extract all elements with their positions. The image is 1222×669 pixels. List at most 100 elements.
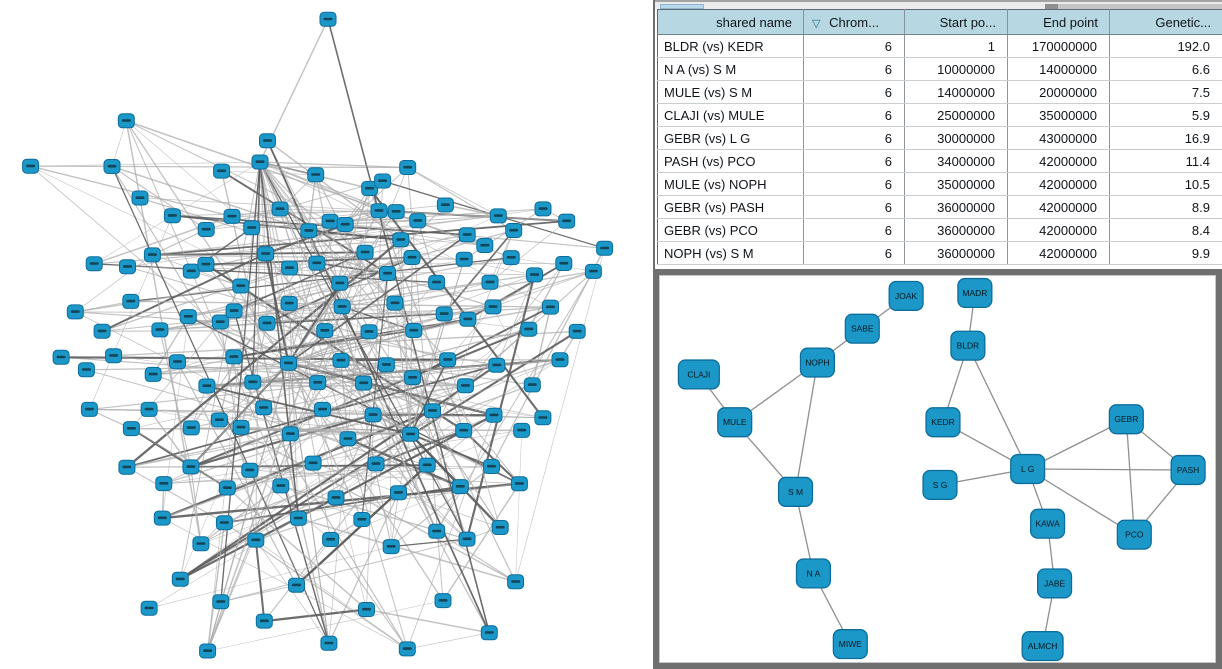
node-claji[interactable]: CLAJI <box>677 359 720 390</box>
scrollbar-track[interactable] <box>1058 4 1222 9</box>
node-sm[interactable]: S M <box>777 476 814 507</box>
column-header-start-position[interactable]: Start po... <box>904 9 1008 35</box>
edge <box>288 359 342 364</box>
node-bldr[interactable]: BLDR <box>950 330 986 361</box>
node-almch[interactable]: ALMCH <box>1021 631 1064 662</box>
node-label-smudge <box>259 406 269 409</box>
node-label-smudge <box>203 649 213 652</box>
node-label-smudge <box>251 538 261 542</box>
table-row[interactable]: NOPH (vs) S M 6 36000000 42000000 9.9 <box>657 241 1222 265</box>
node-label-smudge <box>183 315 193 318</box>
table-cell: 6 <box>803 218 905 242</box>
node-rect <box>1170 454 1206 486</box>
column-header-shared-name[interactable]: shared name <box>657 9 804 35</box>
edge-LG-PASH[interactable] <box>1027 468 1189 471</box>
edge <box>130 256 512 303</box>
table-row[interactable]: GEBR (vs) PCO 6 36000000 42000000 8.4 <box>657 218 1222 242</box>
node-label-smudge <box>559 261 569 265</box>
node-noph[interactable]: NOPH <box>799 347 836 378</box>
node-label-smudge <box>147 253 157 256</box>
node-madr[interactable]: MADR <box>957 277 993 308</box>
column-header-end-point[interactable]: End point <box>1007 9 1110 35</box>
filter-icon[interactable]: ▽ <box>812 17 821 30</box>
edge <box>492 306 533 386</box>
node-label-smudge <box>538 207 548 210</box>
column-header-chromosome[interactable]: ▽ Chrom... <box>803 9 905 35</box>
table-row[interactable]: N A (vs) S M 6 10000000 14000000 6.6 <box>657 57 1222 81</box>
node-label-smudge <box>485 280 495 284</box>
table-cell: GEBR (vs) PASH <box>657 195 804 219</box>
edge-NOPH-SM[interactable] <box>794 362 819 492</box>
node-label-smudge <box>227 214 237 218</box>
node-label: CLAJI <box>687 369 710 379</box>
node-sabe[interactable]: SABE <box>844 313 880 344</box>
node-mule[interactable]: MULE <box>717 407 753 438</box>
edge <box>113 330 578 357</box>
column-header-genetic[interactable]: Genetic... <box>1109 9 1222 35</box>
table-row[interactable]: MULE (vs) NOPH 6 35000000 42000000 10.5 <box>657 172 1222 196</box>
node-label-smudge <box>439 312 449 315</box>
node-gebr[interactable]: GEBR <box>1108 404 1144 435</box>
edge <box>515 430 522 582</box>
edge <box>200 485 282 545</box>
scrollbar-thumb[interactable] <box>660 4 704 9</box>
table-row[interactable]: GEBR (vs) L G 6 30000000 43000000 16.9 <box>657 126 1222 150</box>
table-cell: 6 <box>803 195 905 219</box>
table-cell: 16.9 <box>1109 126 1222 150</box>
edge <box>400 239 412 435</box>
node-rect <box>888 280 924 311</box>
node-miwe[interactable]: MIWE <box>832 629 868 660</box>
node-kawa[interactable]: KAWA <box>1030 508 1066 539</box>
table-cell: 42000000 <box>1007 149 1110 173</box>
node-lg[interactable]: L G <box>1010 453 1046 485</box>
node-label-smudge <box>248 380 258 384</box>
node-label-smudge <box>509 228 519 232</box>
edge <box>296 539 331 586</box>
edge <box>180 463 377 580</box>
table-cell: 36000000 <box>904 218 1008 242</box>
node-jabe[interactable]: JABE <box>1036 568 1073 599</box>
node-label-smudge <box>360 250 370 254</box>
edge <box>288 303 411 435</box>
node-label-smudge <box>402 647 412 650</box>
edge <box>341 306 415 332</box>
node-label-smudge <box>262 321 272 325</box>
edge-GEBR-PCO[interactable] <box>1125 419 1135 535</box>
table-horizontal-scrollbar[interactable] <box>655 0 1222 9</box>
node-na[interactable]: N A <box>795 558 832 589</box>
table-cell: 6 <box>803 172 905 196</box>
edge <box>259 161 501 528</box>
edge <box>206 188 371 652</box>
table-row[interactable]: CLAJI (vs) MULE 6 25000000 35000000 5.9 <box>657 103 1222 127</box>
node-pco[interactable]: PCO <box>1116 519 1152 550</box>
node-label-smudge <box>167 214 177 217</box>
edge <box>366 608 490 634</box>
table-row[interactable]: GEBR (vs) PASH 6 36000000 42000000 8.9 <box>657 195 1222 219</box>
node-label-smudge <box>381 363 391 366</box>
table-cell: 14000000 <box>904 80 1008 104</box>
node-joak[interactable]: JOAK <box>888 280 924 311</box>
node-pash[interactable]: PASH <box>1170 454 1206 486</box>
table-cell: 6 <box>803 149 905 173</box>
node-label-smudge <box>495 525 505 529</box>
node-label-smudge <box>144 606 154 610</box>
table-row[interactable]: PASH (vs) PCO 6 34000000 42000000 11.4 <box>657 149 1222 173</box>
edge <box>233 318 469 358</box>
node-kedr[interactable]: KEDR <box>925 407 961 438</box>
node-label-smudge <box>440 203 450 206</box>
table-row[interactable]: BLDR (vs) KEDR 6 1 170000000 192.0 <box>657 34 1222 58</box>
edge <box>249 469 520 485</box>
small-network-canvas[interactable]: JOAK MADR SABE BLDR NOPH CLAJI MULE KEDR GEBR L G… <box>660 276 1215 662</box>
node-sg[interactable]: S G <box>922 469 958 500</box>
node-label-smudge <box>462 233 472 236</box>
node-label-smudge <box>493 214 503 217</box>
edge-attribute-table: shared name ▽ Chrom... Start po... End p… <box>657 9 1222 265</box>
table-row[interactable]: MULE (vs) S M 6 14000000 20000000 7.5 <box>657 80 1222 104</box>
large-network-canvas[interactable] <box>0 0 653 669</box>
edge <box>265 253 412 435</box>
node-rect <box>777 476 814 507</box>
edge-LG-PCO[interactable] <box>1027 468 1135 536</box>
edge <box>206 522 226 652</box>
edge-BLDR-LG[interactable] <box>967 345 1029 470</box>
node-label-smudge <box>527 383 537 386</box>
